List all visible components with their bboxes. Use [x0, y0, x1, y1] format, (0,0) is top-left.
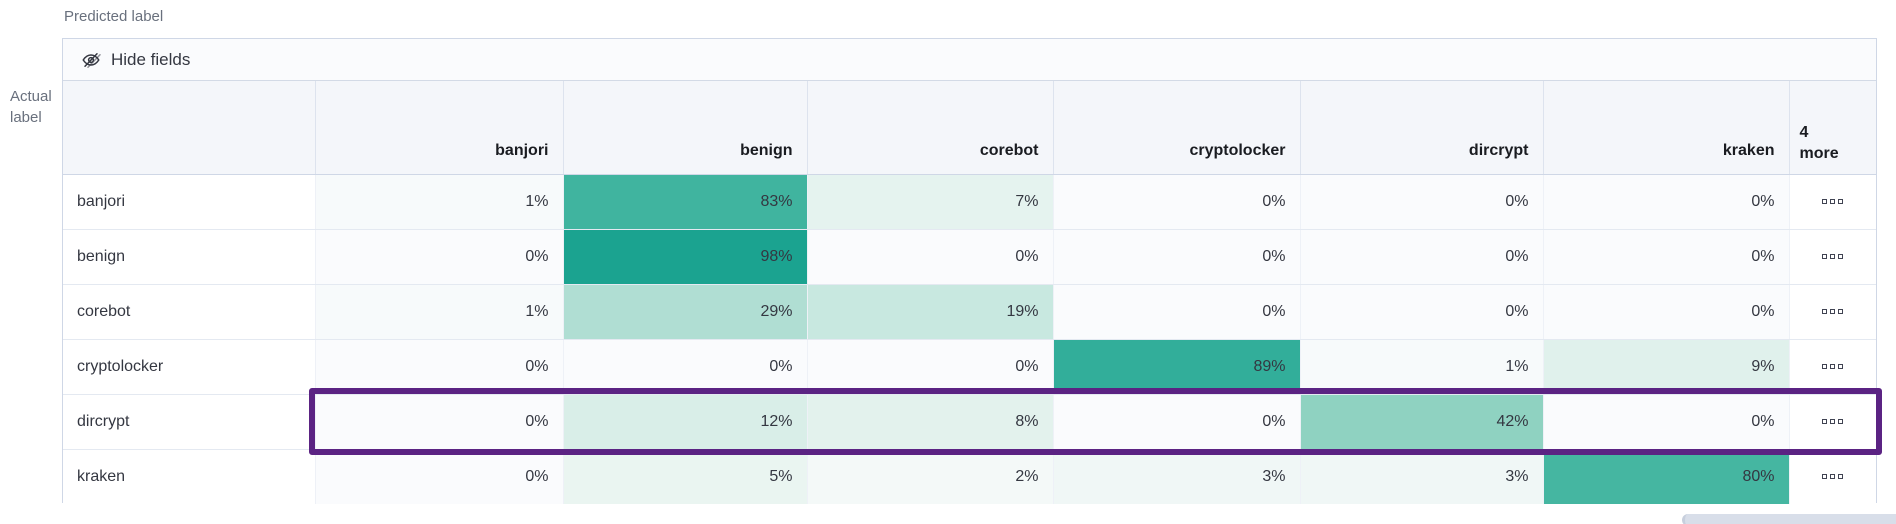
column-header-banjori[interactable]: banjori — [315, 81, 564, 175]
column-header-row: banjori benign corebot cryptolocker dircrypt… — [63, 81, 1876, 175]
cell-corebot-dircrypt[interactable]: 0% — [1300, 284, 1544, 340]
cell-cryptolocker-kraken[interactable]: 9% — [1543, 339, 1790, 395]
cell-kraken-kraken[interactable]: 80% — [1543, 449, 1790, 504]
row-label-dircrypt: dircrypt — [63, 394, 316, 450]
row-actions-button[interactable] — [1789, 394, 1876, 450]
table-row-cryptolocker: cryptolocker 0% 0% 0% 89% 1% 9% — [63, 339, 1876, 395]
cell-benign-benign[interactable]: 98% — [563, 229, 808, 285]
cell-benign-kraken[interactable]: 0% — [1543, 229, 1790, 285]
row-actions-button[interactable] — [1789, 174, 1876, 230]
row-actions-button[interactable] — [1789, 229, 1876, 285]
cell-dircrypt-kraken[interactable]: 0% — [1543, 394, 1790, 450]
cell-cryptolocker-banjori[interactable]: 0% — [315, 339, 564, 395]
cell-corebot-banjori[interactable]: 1% — [315, 284, 564, 340]
cell-banjori-banjori[interactable]: 1% — [315, 174, 564, 230]
hide-fields-button[interactable]: Hide fields — [63, 39, 1876, 81]
confusion-matrix-panel: Hide fields banjori benign corebot cryptolo… — [62, 38, 1882, 504]
cell-cryptolocker-corebot[interactable]: 0% — [807, 339, 1054, 395]
table-row-banjori: banjori 1% 83% 7% 0% 0% 0% — [63, 174, 1876, 230]
row-label-kraken: kraken — [63, 449, 316, 504]
table-row-kraken: kraken 0% 5% 2% 3% 3% 80% — [63, 449, 1876, 504]
column-header-cryptolocker[interactable]: cryptolocker — [1053, 81, 1301, 175]
cell-banjori-corebot[interactable]: 7% — [807, 174, 1054, 230]
cell-corebot-kraken[interactable]: 0% — [1543, 284, 1790, 340]
cell-corebot-corebot[interactable]: 19% — [807, 284, 1054, 340]
cell-corebot-benign[interactable]: 29% — [563, 284, 808, 340]
column-header-kraken[interactable]: kraken — [1543, 81, 1790, 175]
cell-kraken-dircrypt[interactable]: 3% — [1300, 449, 1544, 504]
cell-benign-banjori[interactable]: 0% — [315, 229, 564, 285]
cell-dircrypt-dircrypt[interactable]: 42% — [1300, 394, 1544, 450]
row-actions-button[interactable] — [1789, 449, 1876, 504]
boxes-horizontal-icon — [1822, 198, 1844, 204]
column-header-corebot[interactable]: corebot — [807, 81, 1054, 175]
cell-banjori-dircrypt[interactable]: 0% — [1300, 174, 1544, 230]
cell-kraken-benign[interactable]: 5% — [563, 449, 808, 504]
table-row-benign: benign 0% 98% 0% 0% 0% 0% — [63, 229, 1876, 285]
confusion-matrix-table: banjori benign corebot cryptolocker dircrypt… — [63, 81, 1876, 504]
more-columns-header: 4 more — [1789, 81, 1876, 175]
row-actions-button[interactable] — [1789, 339, 1876, 395]
cell-banjori-cryptolocker[interactable]: 0% — [1053, 174, 1301, 230]
cell-dircrypt-banjori[interactable]: 0% — [315, 394, 564, 450]
cell-dircrypt-corebot[interactable]: 8% — [807, 394, 1054, 450]
hide-fields-label: Hide fields — [111, 49, 191, 69]
cell-kraken-banjori[interactable]: 0% — [315, 449, 564, 504]
table-row-dircrypt: dircrypt 0% 12% 8% 0% 42% 0% — [63, 394, 1876, 450]
cell-kraken-corebot[interactable]: 2% — [807, 449, 1054, 504]
cell-cryptolocker-cryptolocker[interactable]: 89% — [1053, 339, 1301, 395]
row-label-banjori: banjori — [63, 174, 316, 230]
row-label-benign: benign — [63, 229, 316, 285]
column-header-benign[interactable]: benign — [563, 81, 808, 175]
cell-dircrypt-benign[interactable]: 12% — [563, 394, 808, 450]
cell-cryptolocker-dircrypt[interactable]: 1% — [1300, 339, 1544, 395]
row-label-cryptolocker: cryptolocker — [63, 339, 316, 395]
cell-corebot-cryptolocker[interactable]: 0% — [1053, 284, 1301, 340]
horizontal-scrollbar[interactable] — [1682, 514, 1896, 524]
row-actions-button[interactable] — [1789, 284, 1876, 340]
boxes-horizontal-icon — [1822, 363, 1844, 369]
predicted-label-axis: Predicted label — [64, 8, 164, 25]
boxes-horizontal-icon — [1822, 474, 1844, 480]
cell-benign-dircrypt[interactable]: 0% — [1300, 229, 1544, 285]
boxes-horizontal-icon — [1822, 308, 1844, 314]
table-row-corebot: corebot 1% 29% 19% 0% 0% 0% — [63, 284, 1876, 340]
cell-cryptolocker-benign[interactable]: 0% — [563, 339, 808, 395]
cell-kraken-cryptolocker[interactable]: 3% — [1053, 449, 1301, 504]
cell-banjori-benign[interactable]: 83% — [563, 174, 808, 230]
row-label-corebot: corebot — [63, 284, 316, 340]
cell-benign-corebot[interactable]: 0% — [807, 229, 1054, 285]
cell-banjori-kraken[interactable]: 0% — [1543, 174, 1790, 230]
column-header-dircrypt[interactable]: dircrypt — [1300, 81, 1544, 175]
cell-benign-cryptolocker[interactable]: 0% — [1053, 229, 1301, 285]
boxes-horizontal-icon — [1822, 418, 1844, 424]
actual-label-axis: Actual label — [10, 88, 52, 126]
eye-closed-icon — [82, 52, 101, 68]
boxes-horizontal-icon — [1822, 253, 1844, 259]
cell-dircrypt-cryptolocker[interactable]: 0% — [1053, 394, 1301, 450]
row-label-column-header — [63, 81, 316, 175]
